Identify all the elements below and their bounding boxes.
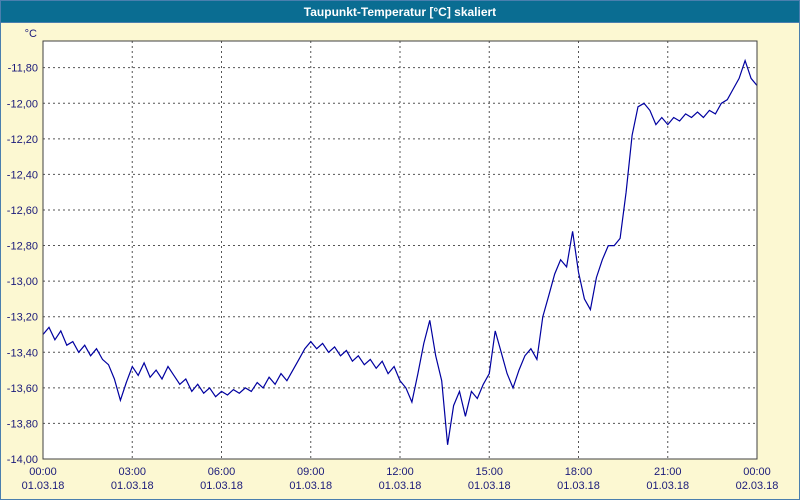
svg-text:-13,20: -13,20 xyxy=(7,312,38,324)
svg-text:01.03.18: 01.03.18 xyxy=(379,480,422,492)
svg-text:01.03.18: 01.03.18 xyxy=(646,480,689,492)
svg-text:01.03.18: 01.03.18 xyxy=(468,480,511,492)
svg-text:00:00: 00:00 xyxy=(743,466,771,478)
svg-text:06:00: 06:00 xyxy=(208,466,236,478)
svg-text:02.03.18: 02.03.18 xyxy=(736,480,779,492)
svg-text:-12,00: -12,00 xyxy=(7,98,38,110)
title-bar: Taupunkt-Temperatur [°C] skaliert xyxy=(1,1,799,23)
svg-text:-13,40: -13,40 xyxy=(7,347,38,359)
svg-text:-12,20: -12,20 xyxy=(7,134,38,146)
window-title: Taupunkt-Temperatur [°C] skaliert xyxy=(303,4,497,19)
svg-text:-13,60: -13,60 xyxy=(7,383,38,395)
svg-text:01.03.18: 01.03.18 xyxy=(289,480,332,492)
svg-text:°C: °C xyxy=(25,28,37,40)
svg-text:00:00: 00:00 xyxy=(29,466,57,478)
svg-text:01.03.18: 01.03.18 xyxy=(200,480,243,492)
svg-text:09:00: 09:00 xyxy=(297,466,325,478)
line-chart-canvas: -11,80 -12,00 -12,20 -12,40 -12,60 -12,80 -13,… xyxy=(7,28,779,492)
svg-text:01.03.18: 01.03.18 xyxy=(557,480,600,492)
svg-text:01.03.18: 01.03.18 xyxy=(111,480,154,492)
svg-text:03:00: 03:00 xyxy=(118,466,146,478)
svg-text:-12,80: -12,80 xyxy=(7,241,38,253)
chart-area: -11,80 -12,00 -12,20 -12,40 -12,60 -12,80 -13,… xyxy=(1,23,799,499)
svg-text:-11,80: -11,80 xyxy=(8,63,38,75)
svg-text:21:00: 21:00 xyxy=(654,466,682,478)
svg-text:-14,00: -14,00 xyxy=(7,454,38,466)
svg-text:15:00: 15:00 xyxy=(475,466,503,478)
svg-text:-13,00: -13,00 xyxy=(7,276,38,288)
svg-text:-12,60: -12,60 xyxy=(7,205,38,217)
svg-text:01.03.18: 01.03.18 xyxy=(22,480,65,492)
svg-text:-12,40: -12,40 xyxy=(7,169,38,181)
svg-text:18:00: 18:00 xyxy=(565,466,593,478)
svg-text:-13,80: -13,80 xyxy=(7,418,38,430)
svg-text:12:00: 12:00 xyxy=(386,466,414,478)
